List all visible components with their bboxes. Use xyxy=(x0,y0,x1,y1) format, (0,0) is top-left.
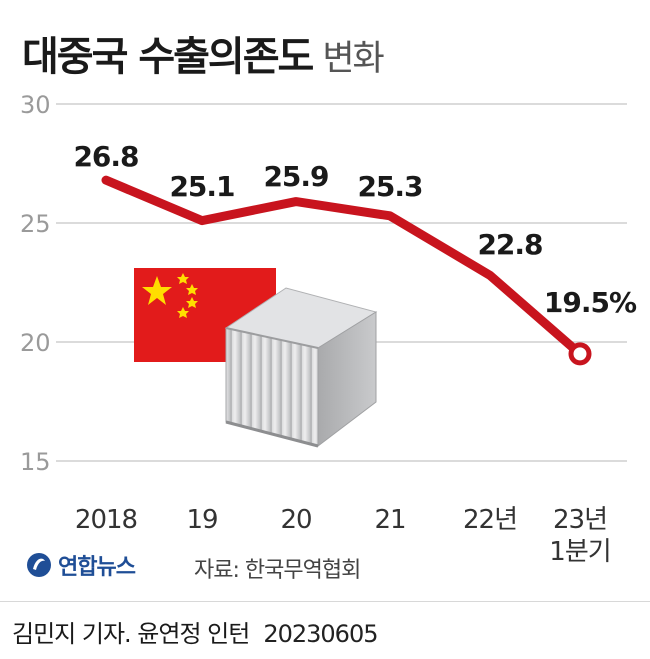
data-label: 25.3 xyxy=(357,170,422,203)
credit-date: 20230605 xyxy=(263,620,378,648)
chart-title: 대중국 수출의존도 변화 xyxy=(22,24,385,82)
line-chart: 30 25 20 15 2018 19 20 21 22년 23년 1분기 26.8 25.1 25.9… xyxy=(20,91,638,567)
y-tick-label: 20 xyxy=(20,329,51,357)
data-label: 19.5% xyxy=(544,286,637,319)
data-label: 22.8 xyxy=(477,228,542,261)
yonhap-logo-icon xyxy=(27,553,51,577)
title-sub: 변화 xyxy=(322,39,384,79)
credit-text: 김민지 기자. 윤연정 인턴 xyxy=(12,620,250,648)
source-note: 자료: 한국무역협회 xyxy=(194,558,361,583)
shipping-container-icon xyxy=(224,287,378,448)
x-tick-label: 22년 xyxy=(463,505,517,535)
series-line xyxy=(101,175,585,359)
y-tick-label: 30 xyxy=(20,91,51,119)
x-tick-label: 20 xyxy=(280,505,311,535)
data-label: 25.1 xyxy=(169,170,234,203)
last-point-marker xyxy=(568,342,592,366)
y-tick-label: 25 xyxy=(20,210,51,238)
x-tick-label: 23년 1분기 xyxy=(549,505,610,567)
data-label: 26.8 xyxy=(73,140,138,173)
x-tick-label: 2018 xyxy=(75,505,137,535)
illustration xyxy=(134,268,378,448)
title-main: 대중국 수출의존도 xyxy=(22,34,314,80)
logo: 연합뉴스 xyxy=(26,549,136,581)
data-label: 25.9 xyxy=(263,160,328,193)
credit-line: 김민지 기자. 윤연정 인턴 20230605 xyxy=(12,614,378,649)
footer-divider xyxy=(0,601,650,602)
x-tick-label: 19 xyxy=(186,505,217,535)
x-tick-label: 21 xyxy=(374,505,405,535)
y-tick-label: 15 xyxy=(20,448,51,476)
logo-text: 연합뉴스 xyxy=(58,555,136,580)
